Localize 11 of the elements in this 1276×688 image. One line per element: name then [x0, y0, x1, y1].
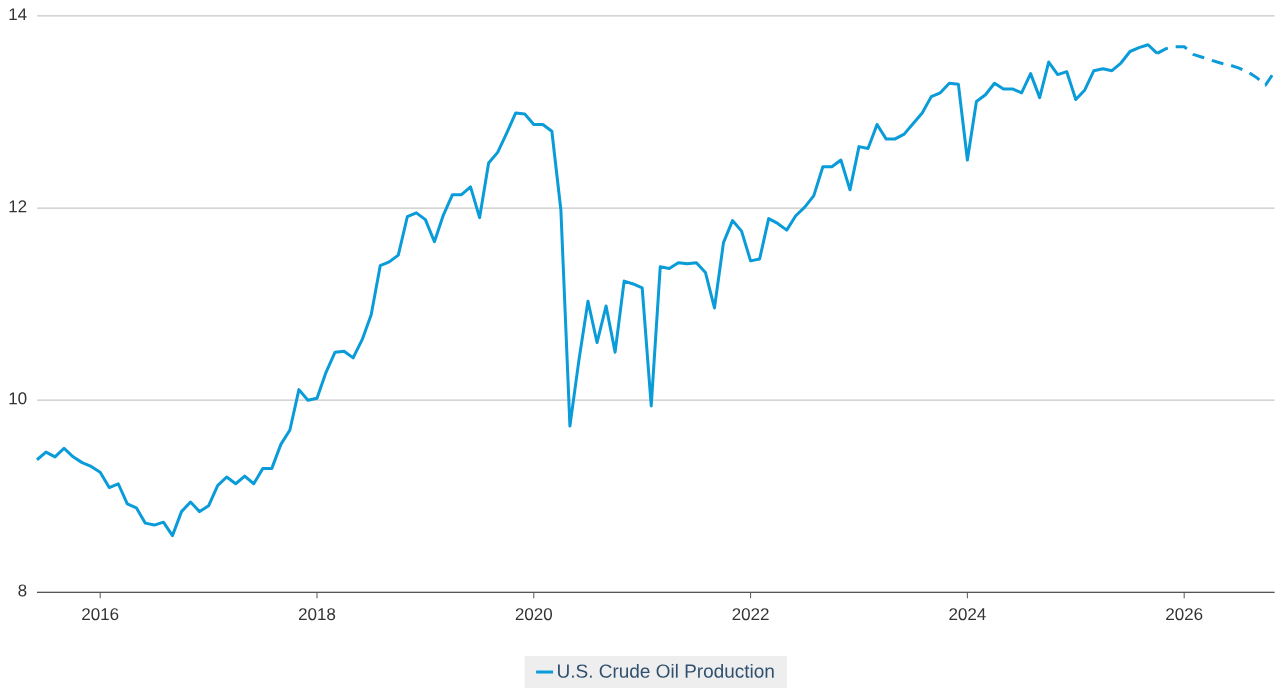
- x-tick-label: 2026: [1166, 608, 1203, 621]
- x-tick-label: 2024: [949, 608, 986, 621]
- legend-label: U.S. Crude Oil Production: [558, 663, 774, 678]
- y-tick-label: 14: [9, 8, 27, 21]
- y-tick-label: 10: [9, 392, 27, 405]
- y-tick-label: 8: [18, 584, 27, 597]
- x-tick-label: 2022: [732, 608, 769, 621]
- y-tick-label: 12: [9, 200, 27, 213]
- x-tick-label: 2020: [515, 608, 553, 621]
- x-tick-label: 2016: [82, 608, 119, 621]
- x-tick-label: 2018: [298, 608, 336, 621]
